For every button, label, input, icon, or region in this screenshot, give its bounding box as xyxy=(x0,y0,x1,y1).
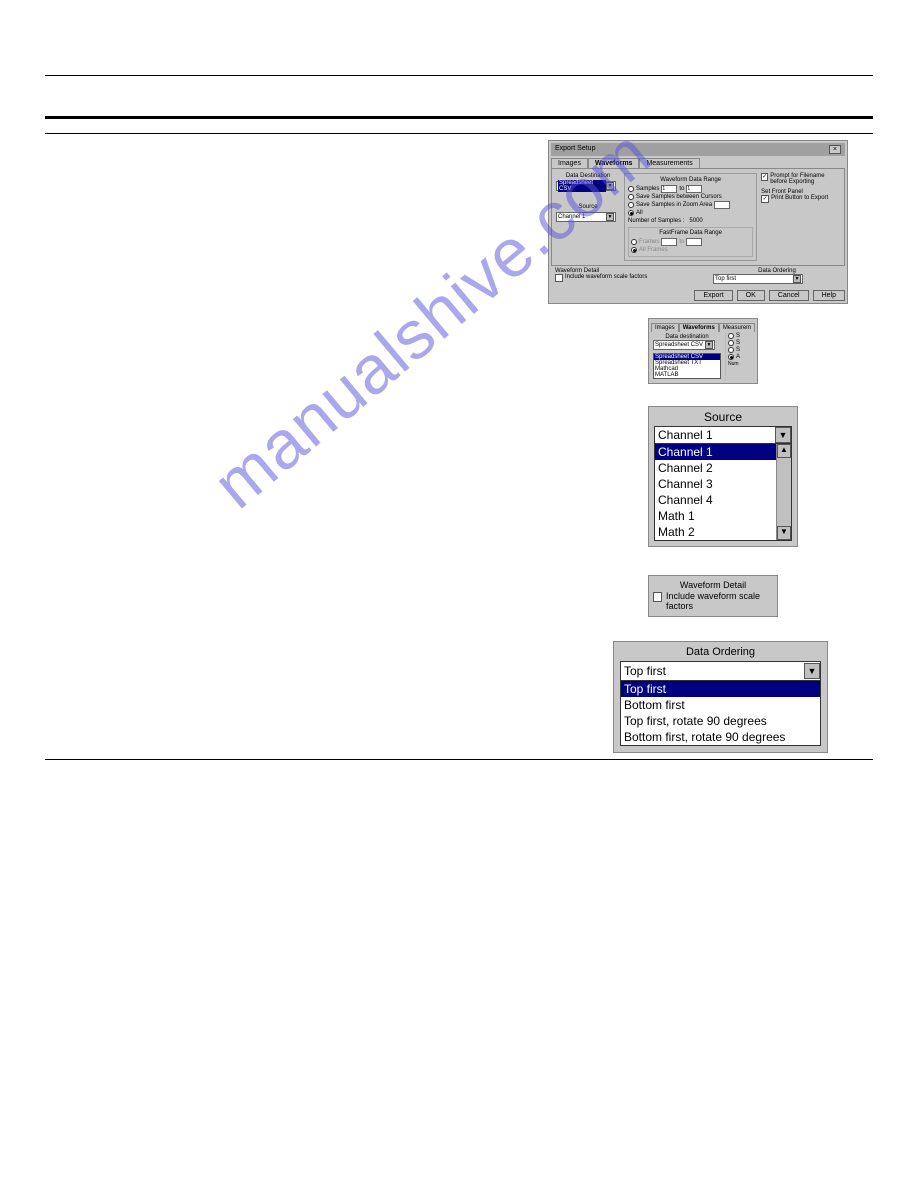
data-ordering-label: Data Ordering xyxy=(620,646,821,658)
data-ordering-box: Data Ordering Top first ▼ Top first Bott… xyxy=(613,641,828,753)
data-ordering-options: Top first Bottom first Top first, rotate… xyxy=(620,681,821,746)
destination-snippet: Images Waveforms Measurem Data destinati… xyxy=(648,318,758,384)
col-steps xyxy=(175,134,515,759)
ok-button[interactable]: OK xyxy=(737,290,765,301)
export-button[interactable]: Export xyxy=(694,290,732,301)
content-table: Export Setup × Images Waveforms Measurem… xyxy=(45,134,873,759)
detail-checkbox[interactable] xyxy=(555,274,563,282)
list-item[interactable]: Bottom first xyxy=(621,697,820,713)
source-dropdown: Source Channel 1 ▼ Channel 1 Channel 2 C… xyxy=(648,406,798,547)
manual-page: manualshive.com Export Setup × Images xyxy=(45,75,873,1193)
source-label: Source xyxy=(654,410,792,424)
destination-value: Spreadsheet CSV xyxy=(558,180,606,192)
destination-label: Data Destination xyxy=(556,173,620,179)
print-export-checkbox[interactable]: ✓ xyxy=(761,195,769,203)
chevron-down-icon[interactable]: ▼ xyxy=(606,213,614,221)
tab-waveforms[interactable]: Waveforms xyxy=(679,323,719,332)
chevron-down-icon[interactable]: ▼ xyxy=(606,182,614,190)
list-item[interactable]: Bottom first, rotate 90 degrees xyxy=(621,729,820,745)
panel-destination: Data Destination Spreadsheet CSV ▼ Sourc… xyxy=(556,173,620,261)
samples-to-input[interactable]: 1 xyxy=(686,185,702,193)
panel-range: Waveform Data Range Samples 1 to 1 Save … xyxy=(624,173,757,261)
data-ordering-select-small[interactable]: Top first ▼ xyxy=(713,274,803,284)
radio-zoom[interactable]: Save Samples in Zoom Area xyxy=(628,201,753,209)
dialog-title-text: Export Setup xyxy=(555,145,595,154)
waveform-detail-box: Waveform Detail Include waveform scale f… xyxy=(648,575,778,617)
scroll-down-icon[interactable]: ▼ xyxy=(777,526,791,540)
list-item[interactable]: Channel 4 xyxy=(655,492,776,508)
chevron-down-icon[interactable]: ▼ xyxy=(793,275,801,283)
tab-measurements[interactable]: Measurem xyxy=(719,323,755,332)
source-value: Channel 1 xyxy=(658,428,713,442)
source-select-small[interactable]: Channel 1 ▼ xyxy=(556,212,616,222)
source-label-small: Source xyxy=(556,204,620,210)
source-options: Channel 1 Channel 2 Channel 3 Channel 4 … xyxy=(654,444,792,541)
export-setup-dialog: Export Setup × Images Waveforms Measurem… xyxy=(548,140,848,304)
dialog-titlebar[interactable]: Export Setup × xyxy=(551,143,845,156)
list-item[interactable]: MATLAB xyxy=(654,372,720,378)
tab-waveforms[interactable]: Waveforms xyxy=(588,158,639,168)
list-item[interactable]: Channel 3 xyxy=(655,476,776,492)
tab-measurements[interactable]: Measurements xyxy=(639,158,699,168)
list-item[interactable]: Top first xyxy=(621,681,820,697)
radio-samples[interactable]: Samples 1 to 1 xyxy=(628,185,753,193)
help-button[interactable]: Help xyxy=(813,290,845,301)
list-item[interactable]: Channel 2 xyxy=(655,460,776,476)
dialog-tabs: Images Waveforms Measurements xyxy=(551,158,845,168)
radio-cursors[interactable]: Save Samples between Cursors xyxy=(628,194,753,200)
samples-from-input[interactable]: 1 xyxy=(661,185,677,193)
chevron-down-icon[interactable]: ▼ xyxy=(775,427,791,443)
waveform-detail-label: Waveform Detail xyxy=(653,580,773,590)
dest-select[interactable]: Spreadsheet CSV ▼ xyxy=(653,340,715,350)
cancel-button[interactable]: Cancel xyxy=(769,290,809,301)
data-ordering-select[interactable]: Top first ▼ xyxy=(620,661,821,681)
list-item[interactable]: Math 2 xyxy=(655,524,776,540)
chevron-down-icon[interactable]: ▼ xyxy=(804,663,820,679)
close-icon[interactable]: × xyxy=(829,145,841,154)
list-item[interactable]: Top first, rotate 90 degrees xyxy=(621,713,820,729)
wf-detail-checkbox[interactable] xyxy=(653,592,662,602)
radio-all[interactable]: All xyxy=(628,210,753,216)
prompt-checkbox[interactable]: ✓ xyxy=(761,173,768,181)
scroll-up-icon[interactable]: ▲ xyxy=(777,444,791,458)
table-bottom-rule xyxy=(45,759,873,760)
chevron-down-icon[interactable]: ▼ xyxy=(705,341,713,349)
destination-select[interactable]: Spreadsheet CSV ▼ xyxy=(556,181,616,191)
dest-listbox[interactable]: Spreadsheet CSV Spreadsheet TXT Mathcad … xyxy=(653,353,721,379)
list-item[interactable]: Channel 1 xyxy=(655,444,776,460)
panel-options: ✓Prompt for Filename before Exporting Se… xyxy=(761,173,840,261)
dialog-body: Data Destination Spreadsheet CSV ▼ Sourc… xyxy=(551,168,845,266)
radio-ff-all: All Frames xyxy=(631,247,750,253)
col-screenshots: Export Setup × Images Waveforms Measurem… xyxy=(515,134,873,759)
col-overview xyxy=(45,134,175,759)
list-item[interactable]: Math 1 xyxy=(655,508,776,524)
scrollbar[interactable]: ▲ ▼ xyxy=(776,444,791,540)
tab-images[interactable]: Images xyxy=(651,323,679,332)
range-label: Waveform Data Range xyxy=(628,177,753,183)
source-value-small: Channel 1 xyxy=(558,214,585,220)
radio-ff-frames: Frames to xyxy=(631,238,750,246)
tab-images[interactable]: Images xyxy=(551,158,588,168)
dialog-buttons: Export OK Cancel Help xyxy=(551,290,845,301)
source-select[interactable]: Channel 1 ▼ xyxy=(654,426,792,444)
wf-detail-text: Include waveform scale factors xyxy=(666,592,773,612)
